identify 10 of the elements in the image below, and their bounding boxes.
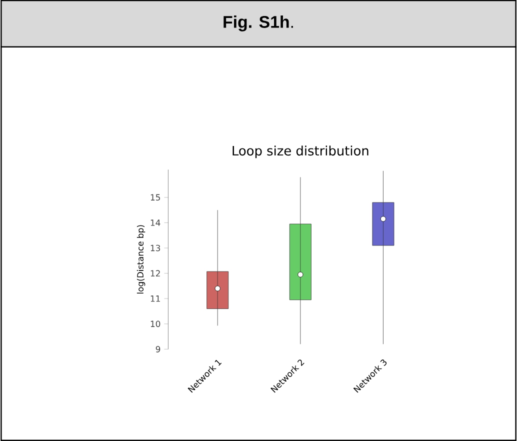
chart-title: Fig. S1h. — [224, 16, 293, 32]
y-axis-title: log(Distance bp) — [136, 225, 146, 294]
y-tick-label: 13 — [150, 244, 160, 252]
y-tick-label: 14 — [150, 220, 160, 226]
y-tick-label: 15 — [150, 194, 160, 201]
chart-subtitle: Loop size distribution — [232, 146, 368, 158]
y-tick-label: 12 — [150, 270, 160, 276]
y-tick-label: 9 — [156, 346, 160, 352]
y-tick-label: 11 — [150, 296, 160, 302]
y-tick-label: 10 — [150, 320, 160, 328]
